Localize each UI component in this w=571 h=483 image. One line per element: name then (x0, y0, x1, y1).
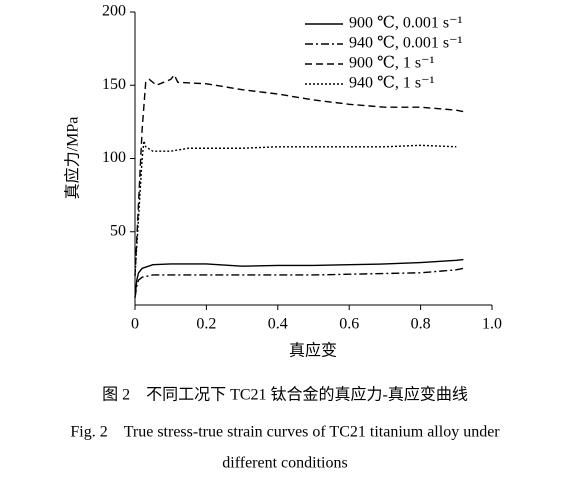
y-tick-label: 100 (102, 149, 126, 166)
caption-en: Fig. 2 True stress-true strain curves of… (70, 424, 500, 441)
caption-en: different conditions (222, 455, 347, 472)
legend-label: 940 ℃, 1 s⁻¹ (349, 75, 435, 92)
legend-label: 900 ℃, 1 s⁻¹ (349, 55, 435, 72)
y-tick-label: 200 (102, 3, 126, 20)
x-axis-label: 真应变 (289, 341, 337, 360)
x-tick-label: 1.0 (482, 316, 502, 333)
line (134, 73, 464, 276)
x-tick-label: 0.8 (411, 316, 431, 333)
line (134, 140, 457, 276)
y-tick-label: 50 (110, 222, 126, 239)
legend-label: 940 ℃, 0.001 s⁻¹ (349, 35, 463, 52)
y-tick-label: 150 (102, 76, 126, 93)
x-tick-label: 0.6 (339, 316, 359, 333)
x-tick-label: 0 (131, 316, 139, 333)
x-tick-label: 0.2 (196, 316, 216, 333)
line (134, 258, 464, 298)
caption-zh: 图 2 不同工况下 TC21 钛合金的真应力-真应变曲线 (102, 385, 468, 404)
y-axis-label: 真应力/MPa (63, 117, 82, 200)
line (134, 267, 464, 298)
x-tick-label: 0.4 (268, 316, 288, 333)
legend-label: 900 ℃, 0.001 s⁻¹ (349, 15, 463, 32)
